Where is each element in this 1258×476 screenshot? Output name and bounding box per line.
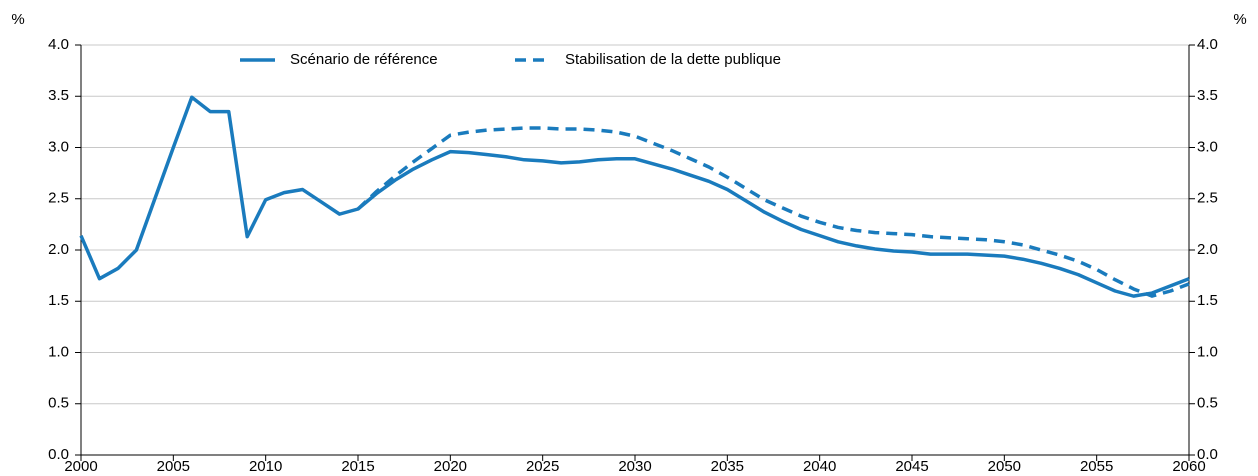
x-tick-label: 2050 bbox=[988, 458, 1021, 475]
y-tick-label: 1.0 bbox=[48, 343, 69, 360]
y2-tick-label: 4.0 bbox=[1197, 36, 1218, 53]
x-tick-label: 2030 bbox=[618, 458, 651, 475]
x-tick-label: 2060 bbox=[1172, 458, 1205, 475]
y-tick-label: 1.5 bbox=[48, 292, 69, 309]
x-tick-label: 2010 bbox=[249, 458, 282, 475]
series-line bbox=[356, 126, 1190, 298]
y2-tick-label: 2.0 bbox=[1197, 241, 1218, 258]
x-tick-label: 2035 bbox=[711, 458, 744, 475]
x-tick-label: 2000 bbox=[64, 458, 97, 475]
x-tick-label: 2040 bbox=[803, 458, 836, 475]
legend-label: Stabilisation de la dette publique bbox=[565, 51, 781, 68]
y-tick-label: 2.5 bbox=[48, 190, 69, 207]
x-tick-label: 2045 bbox=[895, 458, 928, 475]
y2-axis-label: % bbox=[1233, 11, 1246, 28]
y2-tick-label: 0.5 bbox=[1197, 395, 1218, 412]
y2-tick-label: 1.5 bbox=[1197, 292, 1218, 309]
y-tick-label: 2.0 bbox=[48, 241, 69, 258]
y2-tick-label: 0.0 bbox=[1197, 446, 1218, 463]
y-tick-label: 4.0 bbox=[48, 36, 69, 53]
y-tick-label: 0.0 bbox=[48, 446, 69, 463]
y2-tick-label: 3.0 bbox=[1197, 138, 1218, 155]
x-tick-label: 2020 bbox=[434, 458, 467, 475]
y2-tick-label: 3.5 bbox=[1197, 87, 1218, 104]
y-axis-label: % bbox=[11, 11, 24, 28]
x-tick-label: 2055 bbox=[1080, 458, 1113, 475]
x-tick-label: 2025 bbox=[526, 458, 559, 475]
y-tick-label: 0.5 bbox=[48, 395, 69, 412]
y-tick-label: 3.0 bbox=[48, 138, 69, 155]
y2-tick-label: 2.5 bbox=[1197, 190, 1218, 207]
x-tick-label: 2005 bbox=[157, 458, 190, 475]
y-tick-label: 3.5 bbox=[48, 87, 69, 104]
legend-label: Scénario de référence bbox=[290, 51, 438, 68]
series-line bbox=[79, 95, 1190, 298]
x-tick-label: 2015 bbox=[341, 458, 374, 475]
y2-tick-label: 1.0 bbox=[1197, 343, 1218, 360]
